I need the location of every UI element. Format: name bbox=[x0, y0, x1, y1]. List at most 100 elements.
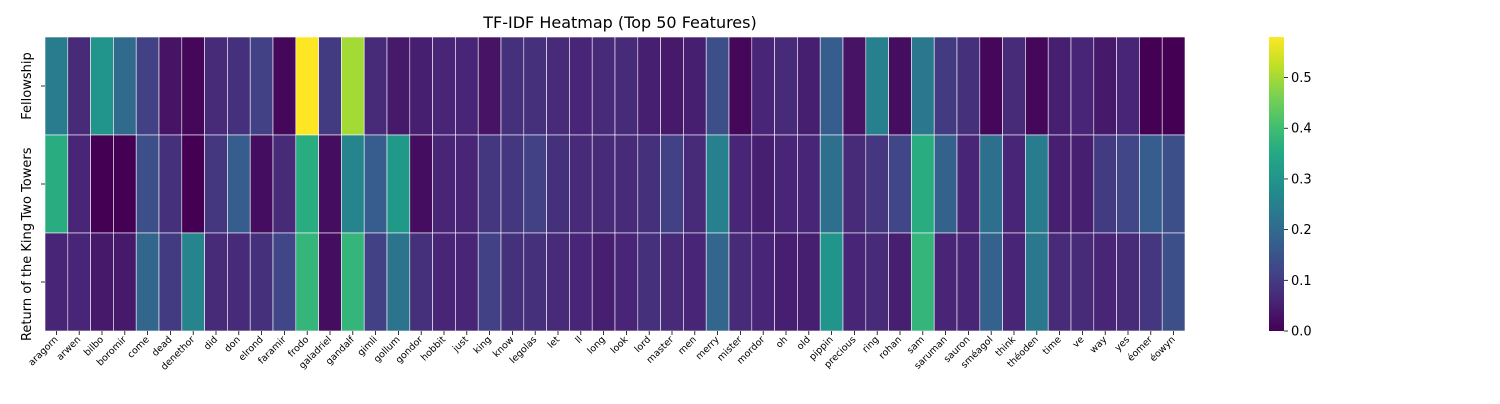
heatmap-cell bbox=[204, 232, 228, 332]
heatmap-cell bbox=[44, 232, 69, 332]
column-label: time bbox=[1041, 334, 1064, 357]
heatmap-cell bbox=[637, 36, 661, 136]
heatmap-cell bbox=[637, 232, 661, 332]
heatmap-cell bbox=[318, 134, 342, 234]
heatmap-cell bbox=[865, 232, 889, 332]
heatmap-cell bbox=[249, 134, 274, 234]
heatmap-cell bbox=[660, 36, 684, 136]
heatmap-cell bbox=[705, 232, 730, 332]
heatmap-cell bbox=[90, 36, 114, 136]
heatmap-cell bbox=[409, 232, 433, 332]
column-label: rohan bbox=[877, 334, 904, 361]
heatmap-cell bbox=[591, 134, 616, 234]
heatmap-cell bbox=[1139, 36, 1163, 136]
heatmap-cell bbox=[227, 232, 251, 332]
heatmap-cell bbox=[1025, 232, 1049, 332]
heatmap-cell bbox=[933, 232, 958, 332]
column-label: hobbit bbox=[419, 334, 448, 363]
column-label: yes bbox=[1113, 334, 1132, 353]
column-label: éowyn bbox=[1148, 334, 1178, 364]
heatmap-cell bbox=[1047, 134, 1072, 234]
heatmap-cell bbox=[956, 232, 981, 332]
heatmap-cell bbox=[797, 36, 821, 136]
heatmap-cell bbox=[135, 36, 160, 136]
heatmap-cell bbox=[272, 232, 297, 332]
heatmap-cell bbox=[295, 36, 319, 136]
heatmap-cell bbox=[819, 36, 844, 136]
heatmap-cell bbox=[1093, 134, 1117, 234]
heatmap-cell bbox=[1070, 36, 1095, 136]
heatmap-cell bbox=[1070, 134, 1095, 234]
column-label: oh bbox=[774, 334, 790, 350]
heatmap-cell bbox=[774, 232, 798, 332]
heatmap-cell bbox=[614, 134, 639, 234]
heatmap-cell bbox=[67, 134, 91, 234]
heatmap-cell bbox=[1161, 36, 1186, 136]
heatmap-cell bbox=[1070, 232, 1095, 332]
heatmap-cell bbox=[363, 232, 388, 332]
heatmap-cell bbox=[1161, 232, 1186, 332]
column-label: come bbox=[125, 334, 151, 360]
heatmap-cell bbox=[181, 36, 205, 136]
heatmap-cell bbox=[272, 36, 297, 136]
heatmap-cell bbox=[204, 134, 228, 234]
column-label: ll bbox=[573, 334, 585, 346]
column-label: did bbox=[202, 334, 220, 352]
heatmap-cell bbox=[683, 232, 707, 332]
heatmap-cell bbox=[1025, 36, 1049, 136]
colorbar-tick-label: 0.2 bbox=[1291, 223, 1312, 238]
heatmap-cell bbox=[158, 36, 183, 136]
heatmap-cell bbox=[500, 134, 525, 234]
heatmap-cell bbox=[546, 36, 570, 136]
colorbar-tick-label: 0.1 bbox=[1291, 274, 1312, 289]
heatmap-cell bbox=[318, 232, 342, 332]
heatmap-cell bbox=[797, 232, 821, 332]
heatmap-cell bbox=[477, 36, 502, 136]
heatmap-cell bbox=[113, 36, 137, 136]
heatmap-cell bbox=[318, 36, 342, 136]
heatmap-cell bbox=[751, 134, 775, 234]
heatmap-cell bbox=[455, 232, 479, 332]
heatmap-cell bbox=[204, 36, 228, 136]
colorbar-tick-label: 0.3 bbox=[1291, 172, 1312, 187]
column-labels: aragornarwenbilboboromircomedeaddenethor… bbox=[26, 331, 1178, 373]
heatmap-cell bbox=[477, 232, 502, 332]
heatmap-cell bbox=[523, 36, 547, 136]
chart-title: TF-IDF Heatmap (Top 50 Features) bbox=[482, 13, 756, 32]
heatmap-cell bbox=[135, 232, 160, 332]
heatmap-cell bbox=[341, 232, 365, 332]
column-label: king bbox=[472, 334, 494, 356]
heatmap-cell bbox=[1093, 36, 1117, 136]
heatmap-cell bbox=[227, 36, 251, 136]
heatmap-cell bbox=[842, 134, 867, 234]
heatmap-cell bbox=[842, 232, 867, 332]
heatmap-cell bbox=[477, 134, 502, 234]
heatmap-cell bbox=[67, 36, 91, 136]
heatmap-cell bbox=[911, 134, 935, 234]
heatmap-cell bbox=[774, 134, 798, 234]
heatmap-cell bbox=[705, 134, 730, 234]
column-label: ve bbox=[1071, 334, 1087, 350]
heatmap-cell bbox=[227, 134, 251, 234]
heatmap-cell bbox=[1047, 36, 1072, 136]
heatmap-cell bbox=[614, 232, 639, 332]
heatmap-cell bbox=[1161, 134, 1186, 234]
heatmap-cell bbox=[569, 232, 593, 332]
heatmap-cell bbox=[455, 134, 479, 234]
column-label: arwen bbox=[55, 334, 84, 363]
row-label: Fellowship bbox=[20, 52, 35, 119]
row-label: Return of the King bbox=[20, 223, 35, 341]
heatmap-cell bbox=[523, 134, 547, 234]
heatmap-cell bbox=[432, 36, 456, 136]
heatmap-cell bbox=[979, 232, 1003, 332]
heatmap-cell bbox=[591, 36, 616, 136]
heatmap-cell bbox=[90, 134, 114, 234]
heatmap-cell bbox=[842, 36, 867, 136]
heatmap-cell bbox=[956, 36, 981, 136]
heatmap-cell bbox=[295, 232, 319, 332]
heatmap-cell bbox=[1002, 36, 1026, 136]
heatmap-cell bbox=[500, 36, 525, 136]
heatmap-cell bbox=[386, 232, 411, 332]
row-labels: Fellowship Two Towers Return of the King bbox=[20, 52, 45, 341]
